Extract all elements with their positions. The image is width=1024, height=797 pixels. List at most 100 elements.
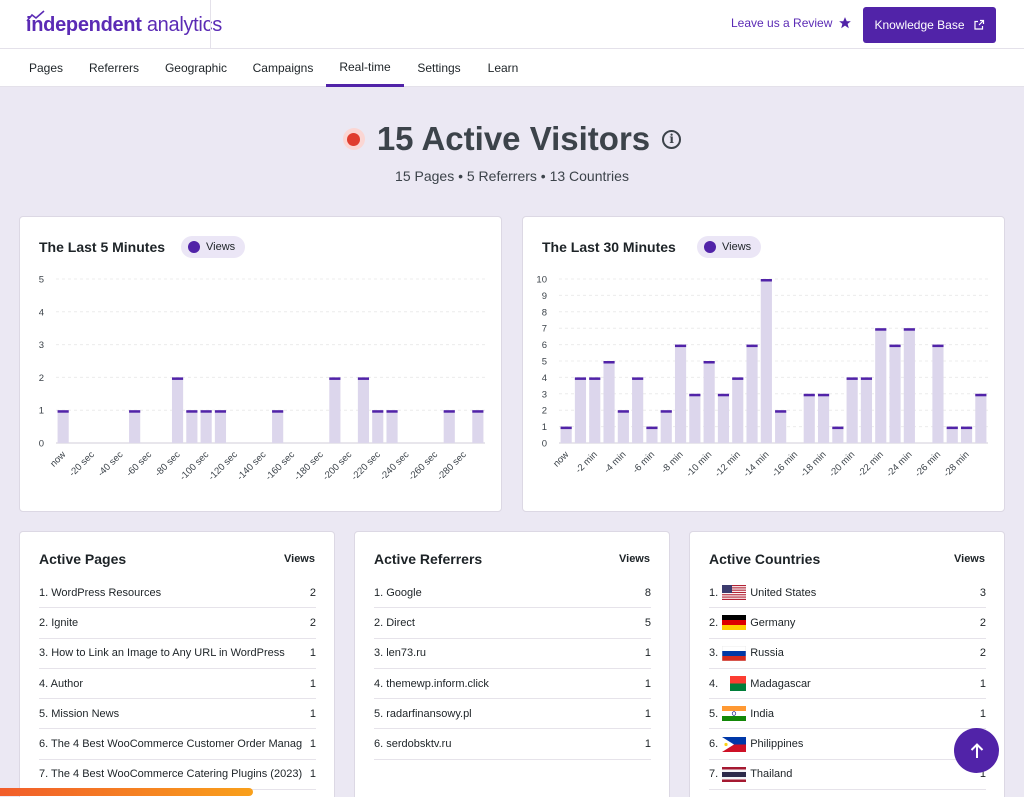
chart-bar[interactable] bbox=[689, 393, 701, 443]
list-item[interactable]: 7. Thailand 1 bbox=[709, 760, 986, 791]
list-item[interactable]: 1. Google 8 bbox=[374, 578, 651, 609]
chart-bar[interactable] bbox=[632, 377, 644, 443]
chart-bar[interactable] bbox=[746, 344, 758, 443]
row-value: 2 bbox=[309, 586, 316, 599]
chart-bar[interactable] bbox=[875, 328, 887, 443]
row-label: 3. Russia bbox=[709, 645, 972, 661]
chart-bar[interactable] bbox=[803, 393, 815, 443]
chart-bar[interactable] bbox=[932, 344, 944, 443]
chart-bar-cap bbox=[443, 410, 455, 413]
chart-bar[interactable] bbox=[732, 377, 744, 443]
row-value: 2 bbox=[979, 616, 986, 629]
chart-bar[interactable] bbox=[200, 410, 212, 443]
tab-geographic[interactable]: Geographic bbox=[164, 61, 228, 75]
chart-legend[interactable]: Views bbox=[697, 236, 762, 258]
leave-review-link[interactable]: Leave us a Review bbox=[731, 16, 852, 30]
row-number: 1. bbox=[709, 586, 719, 599]
row-number: 4. bbox=[709, 677, 719, 690]
x-tick-label: -20 sec bbox=[67, 449, 97, 479]
list-item[interactable]: 1. United States 3 bbox=[709, 578, 986, 609]
list-item[interactable]: 2. Direct 5 bbox=[374, 608, 651, 639]
list-item[interactable]: 6. serdobsktv.ru 1 bbox=[374, 729, 651, 760]
chart-bar[interactable] bbox=[703, 361, 715, 443]
chart-legend[interactable]: Views bbox=[181, 236, 246, 258]
list-item[interactable]: 3. How to Link an Image to Any URL in Wo… bbox=[39, 639, 316, 669]
chart-bar[interactable] bbox=[860, 377, 873, 443]
chart-bar[interactable] bbox=[946, 426, 958, 443]
list-item[interactable]: 3. Russia 2 bbox=[709, 639, 986, 669]
tab-campaigns[interactable]: Campaigns bbox=[252, 61, 314, 75]
chart-bar[interactable] bbox=[760, 279, 772, 443]
list-item[interactable]: 6.Philippines1 bbox=[709, 729, 986, 760]
chart-bar[interactable] bbox=[386, 410, 398, 443]
info-icon[interactable]: i bbox=[662, 129, 682, 149]
list-item[interactable]: 6. The 4 Best WooCommerce Customer Order… bbox=[39, 729, 316, 760]
chart-bar[interactable] bbox=[660, 410, 672, 443]
chart-bar[interactable] bbox=[960, 426, 973, 443]
chart-bar[interactable] bbox=[129, 410, 141, 443]
list-item[interactable]: 2. Ignite 2 bbox=[39, 608, 316, 639]
chart-bar[interactable] bbox=[832, 426, 844, 443]
chart-bar-cap bbox=[472, 410, 484, 413]
row-label: 6. Philippines bbox=[709, 736, 972, 752]
list-item[interactable]: 5. Mission News 1 bbox=[39, 699, 316, 730]
chart-bar[interactable] bbox=[717, 393, 730, 443]
list-item[interactable]: 3. len73.ru 1 bbox=[374, 639, 651, 669]
tab-referrers[interactable]: Referrers bbox=[88, 61, 139, 75]
list-item[interactable]: 1. WordPress Resources 2 bbox=[39, 578, 316, 609]
chart-bar-cap bbox=[200, 410, 212, 413]
list-item[interactable]: 2. Germany 2 bbox=[709, 608, 986, 639]
chart-bar[interactable] bbox=[443, 410, 455, 443]
chart-bar[interactable] bbox=[272, 410, 284, 443]
chart-bar[interactable] bbox=[603, 361, 615, 443]
chart-bar[interactable] bbox=[57, 410, 69, 443]
knowledge-base-button[interactable]: Knowledge Base bbox=[863, 7, 996, 43]
chart-bar[interactable] bbox=[975, 393, 987, 443]
chart-bar[interactable] bbox=[574, 377, 587, 443]
chart-bar-cap bbox=[817, 393, 830, 397]
tab-learn[interactable]: Learn bbox=[487, 61, 519, 75]
chart-bar[interactable] bbox=[889, 344, 901, 443]
chart-bar-cap bbox=[646, 426, 658, 430]
chart-bar[interactable] bbox=[674, 344, 687, 443]
y-tick-label: 9 bbox=[542, 291, 547, 302]
chart-bar-cap bbox=[889, 344, 901, 348]
chart-bar[interactable] bbox=[775, 410, 787, 443]
chart-bar[interactable] bbox=[903, 328, 915, 443]
chart-bar[interactable] bbox=[329, 377, 341, 443]
chart-bar-cap bbox=[603, 361, 615, 364]
x-tick-label: now bbox=[48, 449, 68, 469]
row-label: 5. India bbox=[709, 706, 972, 722]
list-item[interactable]: 4. Madagascar 1 bbox=[709, 669, 986, 700]
list-item[interactable]: 5. radarfinansowy.pl 1 bbox=[374, 699, 651, 730]
logo[interactable]: independent analytics bbox=[26, 10, 222, 39]
scroll-to-top-button[interactable] bbox=[954, 728, 999, 773]
list-item[interactable]: 5. India 1 bbox=[709, 699, 986, 730]
x-tick-label: -40 sec bbox=[96, 449, 126, 479]
y-tick-label: 5 bbox=[39, 275, 44, 286]
chart-bar[interactable] bbox=[817, 393, 830, 443]
chart-bar[interactable] bbox=[186, 410, 198, 443]
list-item[interactable]: 4. themewp.inform.click 1 bbox=[374, 669, 651, 700]
x-tick-label: -6 min bbox=[631, 449, 657, 475]
chart-bar[interactable] bbox=[560, 426, 572, 443]
tab-real-time[interactable]: Real-time bbox=[326, 49, 404, 87]
legend-dot-icon bbox=[704, 241, 716, 253]
tab-pages[interactable]: Pages bbox=[28, 61, 64, 75]
chart-bar[interactable] bbox=[646, 426, 658, 443]
chart-bar-cap bbox=[932, 344, 944, 348]
chart-bar[interactable] bbox=[846, 377, 858, 443]
chart-bar[interactable] bbox=[372, 410, 384, 443]
chart-bar[interactable] bbox=[357, 377, 370, 443]
y-tick-label: 3 bbox=[39, 340, 44, 351]
chart-bar[interactable] bbox=[617, 410, 629, 443]
chart-bar[interactable] bbox=[214, 410, 227, 443]
list-item[interactable]: 7. The 4 Best WooCommerce Catering Plugi… bbox=[39, 760, 316, 791]
chart-bar[interactable] bbox=[589, 377, 601, 443]
chart-card-5-min: The Last 5 Minutes Views 0 1 2 3 4 5 now -20 se… bbox=[19, 216, 502, 512]
chart-bar[interactable] bbox=[472, 410, 484, 443]
list-item[interactable]: 4. Author 1 bbox=[39, 669, 316, 700]
tab-settings[interactable]: Settings bbox=[417, 61, 461, 75]
chart-bar[interactable] bbox=[171, 377, 184, 443]
chart-bar-cap bbox=[717, 393, 730, 397]
